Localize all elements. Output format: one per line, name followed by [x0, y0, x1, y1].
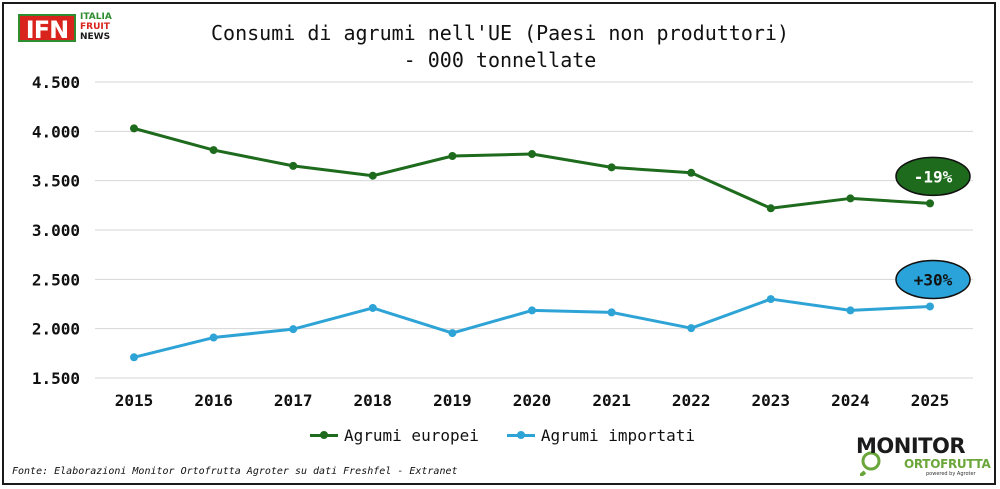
x-tick-label: 2022 [672, 391, 711, 410]
legend-label-importati: Agrumi importati [540, 425, 695, 445]
chart-legend: Agrumi europei Agrumi importati [310, 424, 695, 446]
ifn-logo-mark: IFN [18, 14, 76, 44]
data-point-europei-2020 [528, 150, 536, 159]
y-tick-label: 1.500 [32, 369, 80, 388]
source-note: Fonte: Elaborazioni Monitor Ortofrutta A… [12, 466, 458, 477]
data-point-europei-2023 [766, 204, 775, 213]
data-point-importati-2017 [289, 325, 298, 334]
ifn-logo-text: ITALIA FRUIT NEWS [80, 12, 112, 42]
x-tick-label: 2017 [274, 391, 313, 410]
x-tick-label: 2025 [911, 391, 950, 410]
data-point-importati-2023 [766, 295, 775, 304]
legend-item-europei: Agrumi europei [310, 426, 479, 445]
x-tick-label: 2019 [433, 391, 472, 410]
y-tick-label: 3.500 [32, 172, 80, 191]
legend-swatch-europei [310, 430, 338, 440]
legend-item-importati: Agrumi importati [506, 425, 695, 445]
ifn-logo-line-2: FRUIT [80, 22, 110, 32]
data-point-importati-2019 [448, 329, 457, 338]
x-tick-label: 2016 [194, 391, 233, 410]
x-tick-label: 2018 [354, 391, 393, 410]
monitor-ortofrutta-logo: MONITOR ORTOFRUTTA powered by Agroter [852, 434, 991, 480]
data-point-europei-2017 [289, 161, 298, 170]
y-tick-label: 2.000 [32, 320, 80, 339]
x-tick-label: 2021 [592, 391, 631, 410]
data-point-importati-2024 [846, 306, 855, 315]
data-point-europei-2021 [607, 163, 616, 172]
ifn-logo-line-3: NEWS [80, 32, 111, 42]
x-tick-label: 2024 [831, 391, 870, 410]
data-point-importati-2015 [130, 353, 138, 362]
legend-label-europei: Agrumi europei [344, 425, 479, 445]
data-point-importati-2020 [528, 306, 536, 315]
series-line-europei [133, 126, 931, 210]
annotation-label-0: -19% [914, 167, 953, 186]
annotation-label-1: +30% [914, 270, 953, 289]
ifn-logo: IFN ITALIA FRUIT NEWS [18, 12, 118, 46]
data-point-europei-2022 [687, 168, 696, 177]
x-tick-label: 2023 [752, 391, 791, 410]
data-point-importati-2025 [926, 302, 934, 311]
y-tick-label: 4.000 [32, 122, 80, 141]
y-tick-label: 2.500 [32, 270, 80, 289]
data-point-europei-2025 [926, 199, 934, 208]
monitor-brand-small: powered by Agroter [926, 471, 976, 477]
monitor-brand-top: MONITOR [856, 434, 966, 458]
monitor-brand-bottom: ORTOFRUTTA [904, 457, 991, 471]
legend-dot-europei [320, 431, 328, 439]
y-tick-label: 3.000 [32, 221, 80, 240]
magnifier-icon [860, 451, 881, 476]
data-point-europei-2018 [368, 171, 377, 180]
annotation-badge-1 [895, 259, 971, 300]
legend-swatch-importati [506, 430, 535, 440]
x-tick-label: 2015 [115, 391, 154, 410]
data-point-importati-2021 [607, 308, 616, 317]
chart-title-block: Consumi di agrumi nell'UE (Paesi non pro… [180, 20, 820, 74]
annotation-badge-0 [895, 156, 971, 197]
y-tick-label: 4.500 [32, 73, 80, 92]
data-point-europei-2016 [209, 146, 218, 155]
data-point-europei-2024 [846, 194, 855, 203]
chart-subtitle: - 000 tonnellate [403, 48, 597, 72]
data-point-europei-2015 [130, 124, 138, 133]
data-point-europei-2019 [448, 152, 457, 160]
x-tick-label: 2020 [513, 391, 552, 410]
ifn-logo-line-1: ITALIA [80, 12, 112, 22]
data-point-importati-2018 [368, 303, 377, 312]
legend-dot-importati [516, 431, 525, 439]
data-point-importati-2022 [687, 324, 696, 333]
chart-title: Consumi di agrumi nell'UE (Paesi non pro… [211, 21, 789, 45]
data-point-importati-2016 [209, 333, 218, 342]
